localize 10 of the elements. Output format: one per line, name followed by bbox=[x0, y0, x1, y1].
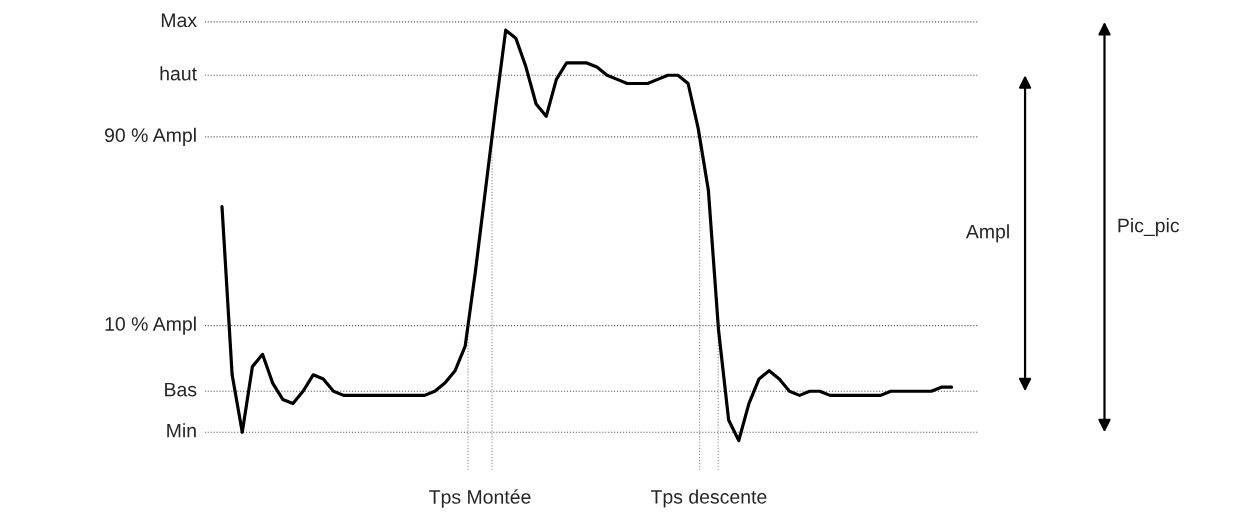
ref-line-label: Min bbox=[167, 423, 196, 438]
ref-line-label: Bas bbox=[165, 382, 197, 397]
ref-line-label: haut bbox=[160, 66, 197, 81]
ref-line-label: 90 % Ampl bbox=[104, 127, 196, 146]
ref-line-label: Max bbox=[161, 13, 197, 28]
text: Pic_pic bbox=[1118, 218, 1180, 237]
text: Tps descente bbox=[650, 489, 767, 508]
ref-line-label: 10 % Ampl bbox=[105, 316, 196, 335]
text: Ampl bbox=[965, 224, 1009, 243]
text: Tps Montée bbox=[429, 489, 531, 508]
